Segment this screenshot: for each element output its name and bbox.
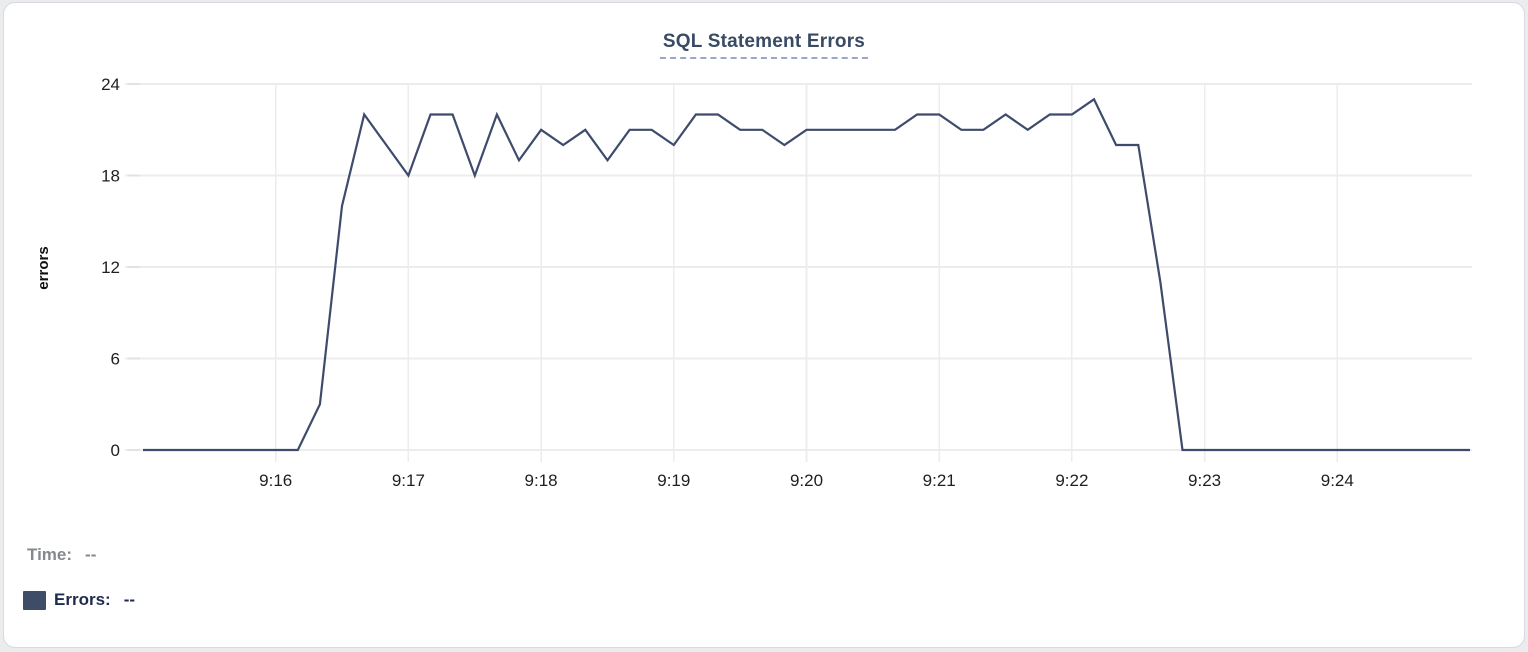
errors-value: -- xyxy=(123,590,136,609)
y-tick-label: 24 xyxy=(101,75,120,94)
x-tick-label: 9:17 xyxy=(392,471,425,490)
y-tick-label: 0 xyxy=(111,441,120,460)
y-tick-label: 12 xyxy=(101,258,120,277)
x-tick-label: 9:22 xyxy=(1055,471,1088,490)
x-tick-label: 9:19 xyxy=(657,471,690,490)
y-axis-title: errors xyxy=(35,246,52,289)
errors-series-swatch xyxy=(23,590,46,610)
x-tick-label: 9:20 xyxy=(790,471,823,490)
y-tick-label: 18 xyxy=(101,167,120,186)
x-tick-label: 9:16 xyxy=(259,471,292,490)
chart-title[interactable]: SQL Statement Errors xyxy=(659,31,869,59)
x-tick-label: 9:24 xyxy=(1321,471,1354,490)
x-tick-label: 9:23 xyxy=(1188,471,1221,490)
errors-label: Errors: xyxy=(54,590,111,609)
x-tick-label: 9:18 xyxy=(525,471,558,490)
time-label: Time: xyxy=(27,545,73,564)
legend-row-time: Time: -- xyxy=(27,545,96,565)
errors-line[interactable] xyxy=(143,97,1470,452)
y-tick-label: 6 xyxy=(111,350,120,369)
time-value: -- xyxy=(85,545,97,564)
x-tick-label: 9:21 xyxy=(923,471,956,490)
legend-row-errors: Errors: -- xyxy=(23,590,135,610)
chart-panel xyxy=(3,2,1525,648)
